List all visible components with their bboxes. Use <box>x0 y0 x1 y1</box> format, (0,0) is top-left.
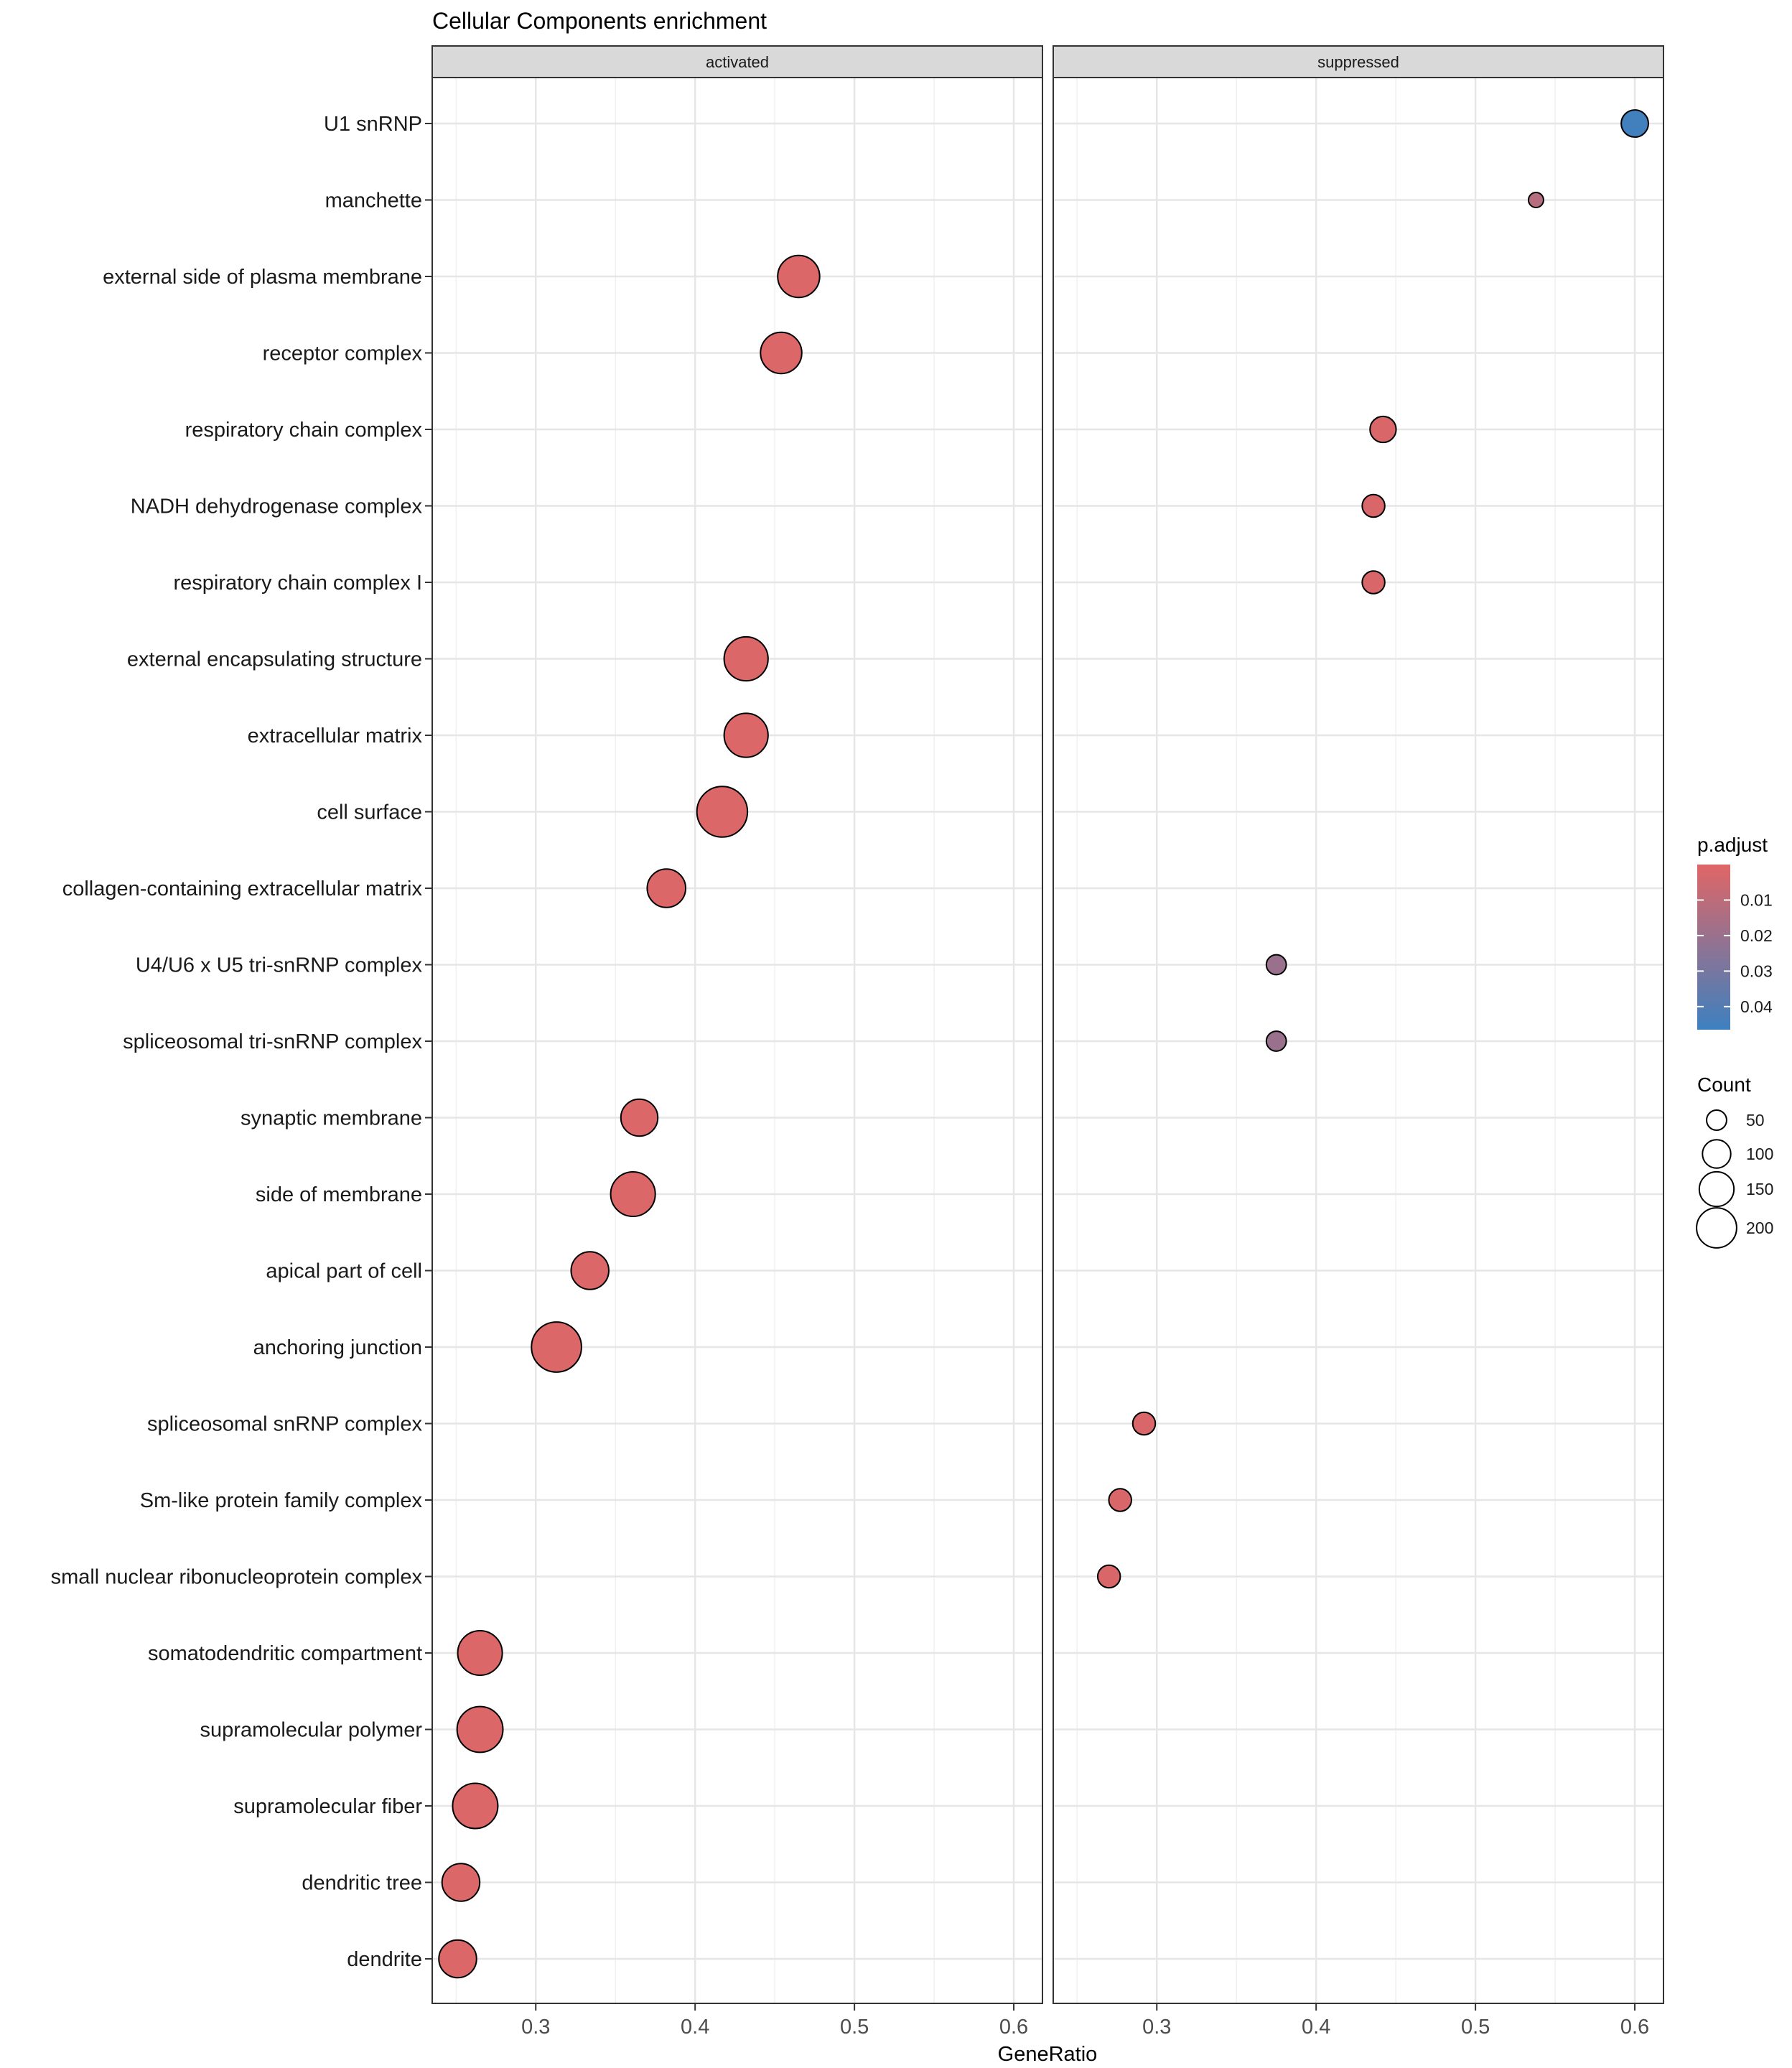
y-category-label: synaptic membrane <box>241 1107 422 1130</box>
color-legend-ticks: 0.01 0.02 0.03 0.04 <box>1697 890 1773 1016</box>
size-legend-title: Count <box>1697 1073 1751 1096</box>
data-point <box>531 1321 582 1373</box>
data-point <box>1527 192 1544 208</box>
y-category-label: external side of plasma membrane <box>103 266 422 289</box>
data-point <box>723 712 769 758</box>
size-legend-circle <box>1706 1109 1727 1131</box>
data-point <box>760 331 803 375</box>
data-point <box>1131 1411 1157 1436</box>
data-point <box>620 1098 659 1137</box>
y-category-label: spliceosomal tri-snRNP complex <box>123 1030 422 1053</box>
data-point <box>1361 493 1386 518</box>
data-point <box>1369 415 1397 444</box>
y-category-label: anchoring junction <box>253 1336 422 1359</box>
data-point <box>723 635 769 682</box>
y-category-label: receptor complex <box>263 343 423 365</box>
color-legend-label: 0.03 <box>1740 961 1773 980</box>
y-category-label: dendritic tree <box>302 1872 422 1895</box>
y-category-label: external encapsulating structure <box>127 648 422 671</box>
size-legend-label: 150 <box>1746 1180 1773 1198</box>
chart-title: Cellular Components enrichment <box>432 8 767 34</box>
x-tick-label: 0.5 <box>1461 2016 1490 2039</box>
size-legend-circle <box>1702 1139 1732 1169</box>
data-point <box>1361 570 1386 595</box>
color-legend-label: 0.02 <box>1740 926 1773 945</box>
data-point <box>1265 1030 1287 1052</box>
x-tick-label: 0.4 <box>681 2016 709 2039</box>
x-tick-label: 0.4 <box>1302 2016 1330 2039</box>
y-category-label: respiratory chain complex I <box>173 572 422 595</box>
size-legend-circle <box>1696 1207 1737 1249</box>
data-point <box>777 254 821 299</box>
y-category-label: respiratory chain complex <box>185 419 423 442</box>
panel-border-activated <box>431 77 1043 2004</box>
y-category-label: U4/U6 x U5 tri-snRNP complex <box>136 954 423 977</box>
x-tick-label: 0.3 <box>1142 2016 1171 2039</box>
data-point <box>610 1170 656 1218</box>
x-tick-label: 0.5 <box>840 2016 869 2039</box>
x-tick-label: 0.6 <box>999 2016 1028 2039</box>
color-legend-bar <box>1697 865 1730 1030</box>
y-category-label: dendrite <box>347 1948 422 1971</box>
data-point <box>452 1782 499 1830</box>
data-point <box>1620 109 1649 138</box>
data-point <box>1096 1564 1121 1589</box>
y-category-label: manchette <box>325 190 422 213</box>
y-category-label: cell surface <box>317 801 422 824</box>
y-category-label: extracellular matrix <box>248 725 423 747</box>
size-legend: 50 100 150 200 <box>1696 1109 1773 1249</box>
x-tick-label: 0.3 <box>521 2016 550 2039</box>
facet-strip-suppressed <box>1053 45 1664 78</box>
size-legend-label: 200 <box>1746 1219 1773 1237</box>
axis-layer: 0.3 0.4 0.5 0.6 0.3 0.4 0.5 0.6 U1 snRNP manchett… <box>51 113 1650 2039</box>
data-point <box>646 868 687 908</box>
facet-label-activated: activated <box>706 53 769 71</box>
data-point <box>1108 1488 1132 1512</box>
data-point <box>696 786 749 838</box>
data-point <box>438 1939 477 1979</box>
data-point <box>441 1863 481 1902</box>
y-category-label: spliceosomal snRNP complex <box>147 1413 423 1436</box>
y-category-label: apical part of cell <box>266 1260 422 1283</box>
y-category-label: U1 snRNP <box>324 113 422 136</box>
facet-strip-activated <box>431 45 1043 78</box>
panel-border-suppressed <box>1053 77 1664 2004</box>
color-legend-label: 0.01 <box>1740 890 1773 909</box>
size-legend-label: 50 <box>1746 1111 1765 1130</box>
grid-layer <box>432 78 1663 2003</box>
y-category-label: Sm-like protein family complex <box>140 1489 423 1512</box>
size-legend-circle <box>1698 1170 1735 1208</box>
size-legend-label: 100 <box>1746 1145 1773 1163</box>
y-category-label: small nuclear ribonucleoprotein complex <box>51 1566 423 1589</box>
y-category-label: supramolecular polymer <box>200 1719 423 1742</box>
data-point <box>570 1251 610 1290</box>
data-point <box>1265 954 1287 976</box>
x-axis-title: GeneRatio <box>998 2043 1098 2066</box>
data-point <box>456 1705 504 1753</box>
y-category-label: side of membrane <box>256 1183 422 1206</box>
data-point <box>457 1629 503 1677</box>
y-category-label: somatodendritic compartment <box>148 1642 422 1665</box>
color-legend-title: p.adjust <box>1697 834 1768 856</box>
color-legend-label: 0.04 <box>1740 997 1773 1016</box>
y-category-label: collagen-containing extracellular matrix <box>62 877 423 900</box>
y-category-label: NADH dehydrogenase complex <box>131 495 423 518</box>
x-tick-label: 0.6 <box>1620 2016 1649 2039</box>
facet-label-suppressed: suppressed <box>1317 53 1399 71</box>
points-layer <box>438 109 1649 1979</box>
y-category-label: supramolecular fiber <box>233 1795 422 1818</box>
